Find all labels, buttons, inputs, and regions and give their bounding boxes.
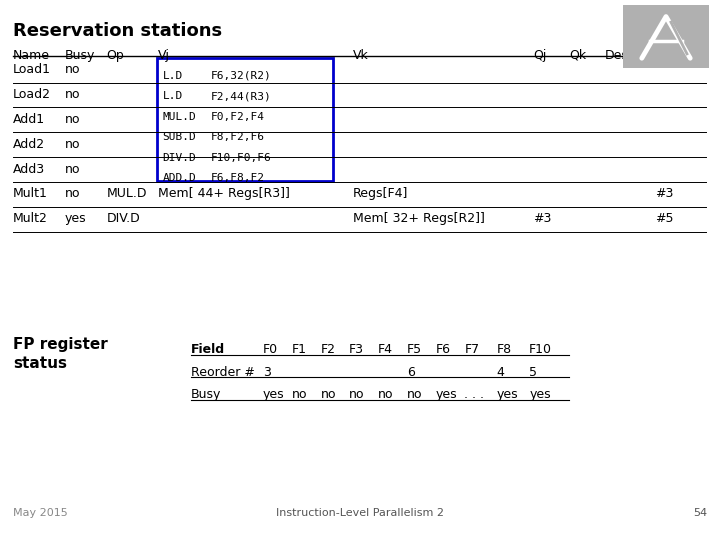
Text: F7: F7 <box>464 343 480 356</box>
Text: Add1: Add1 <box>13 113 45 126</box>
Text: F10: F10 <box>529 343 552 356</box>
Text: Load2: Load2 <box>13 88 51 101</box>
Text: yes: yes <box>263 388 284 401</box>
Text: Vk: Vk <box>353 49 369 62</box>
Text: no: no <box>65 138 81 151</box>
Text: F2: F2 <box>320 343 336 356</box>
Text: . . .: . . . <box>464 388 485 401</box>
Text: Load1: Load1 <box>13 63 51 76</box>
Text: F3: F3 <box>349 343 364 356</box>
Text: F6,32(R2): F6,32(R2) <box>211 71 271 81</box>
Text: no: no <box>65 63 81 76</box>
Text: L.D: L.D <box>163 91 183 102</box>
Text: SUB.D: SUB.D <box>163 132 197 143</box>
Text: Mult2: Mult2 <box>13 212 48 225</box>
Text: yes: yes <box>497 388 518 401</box>
Text: Op: Op <box>107 49 125 62</box>
Text: 3: 3 <box>263 366 271 379</box>
Text: Vj: Vj <box>158 49 171 62</box>
Text: no: no <box>378 388 394 401</box>
Text: yes: yes <box>436 388 457 401</box>
Text: status: status <box>13 356 67 372</box>
Text: 4: 4 <box>497 366 505 379</box>
Text: Busy: Busy <box>191 388 221 401</box>
Text: L.D: L.D <box>163 71 183 81</box>
Text: F2,44(R3): F2,44(R3) <box>211 91 271 102</box>
Text: Qj: Qj <box>533 49 546 62</box>
Text: yes: yes <box>65 212 86 225</box>
Text: #5: #5 <box>655 212 674 225</box>
Text: F0,F2,F4: F0,F2,F4 <box>211 112 265 122</box>
Text: Add3: Add3 <box>13 163 45 176</box>
Text: F8,F2,F6: F8,F2,F6 <box>211 132 265 143</box>
Text: yes: yes <box>529 388 551 401</box>
Text: 54: 54 <box>693 508 707 518</box>
Text: #3: #3 <box>533 212 552 225</box>
Text: no: no <box>65 187 81 200</box>
Text: Reservation stations: Reservation stations <box>13 22 222 39</box>
Text: F6: F6 <box>436 343 451 356</box>
Text: DIV.D: DIV.D <box>107 212 140 225</box>
Text: F4: F4 <box>378 343 393 356</box>
Text: #3: #3 <box>655 187 674 200</box>
Text: no: no <box>65 88 81 101</box>
Text: no: no <box>292 388 307 401</box>
Text: Regs[F4]: Regs[F4] <box>353 187 408 200</box>
Text: F5: F5 <box>407 343 422 356</box>
Text: no: no <box>320 388 336 401</box>
Text: FP register: FP register <box>13 338 108 353</box>
Text: MUL.D: MUL.D <box>107 187 147 200</box>
Text: Reorder #: Reorder # <box>191 366 255 379</box>
Text: F8: F8 <box>497 343 512 356</box>
Text: no: no <box>407 388 423 401</box>
Text: Name: Name <box>13 49 50 62</box>
Text: Add2: Add2 <box>13 138 45 151</box>
Bar <box>157 58 333 181</box>
Text: ADD.D: ADD.D <box>163 173 197 184</box>
Text: 5: 5 <box>529 366 537 379</box>
Text: DIV.D: DIV.D <box>163 153 197 163</box>
Text: A: A <box>655 49 664 62</box>
Text: F10,F0,F6: F10,F0,F6 <box>211 153 271 163</box>
Text: F6,F8,F2: F6,F8,F2 <box>211 173 265 184</box>
Text: 6: 6 <box>407 366 415 379</box>
Text: F0: F0 <box>263 343 278 356</box>
Text: May 2015: May 2015 <box>13 508 68 518</box>
Text: F1: F1 <box>292 343 307 356</box>
Text: no: no <box>65 163 81 176</box>
Text: Mult1: Mult1 <box>13 187 48 200</box>
Text: no: no <box>349 388 365 401</box>
Text: Mem[ 44+ Regs[R3]]: Mem[ 44+ Regs[R3]] <box>158 187 290 200</box>
Text: Field: Field <box>191 343 225 356</box>
Text: MUL.D: MUL.D <box>163 112 197 122</box>
Text: Qk: Qk <box>569 49 586 62</box>
Text: Instruction-Level Parallelism 2: Instruction-Level Parallelism 2 <box>276 508 444 518</box>
Text: Dest: Dest <box>605 49 634 62</box>
Text: Busy: Busy <box>65 49 95 62</box>
Text: no: no <box>65 113 81 126</box>
Text: Mem[ 32+ Regs[R2]]: Mem[ 32+ Regs[R2]] <box>353 212 485 225</box>
